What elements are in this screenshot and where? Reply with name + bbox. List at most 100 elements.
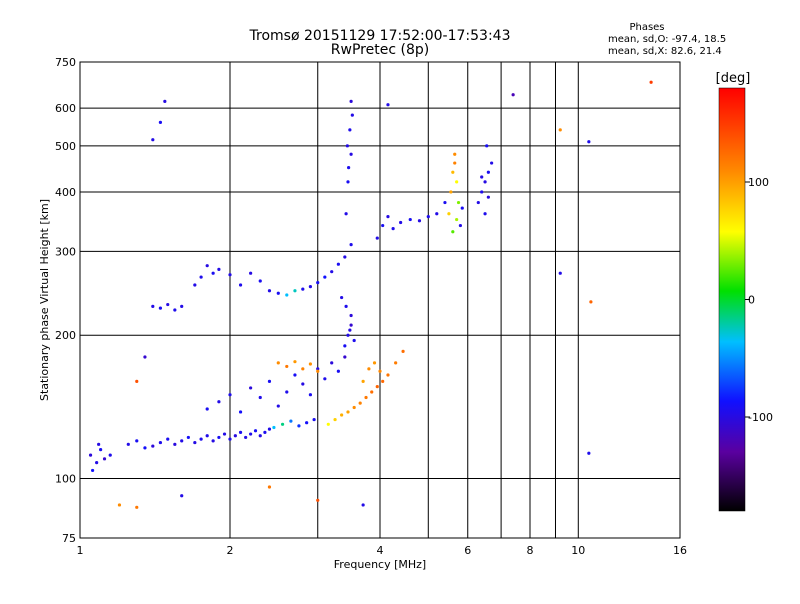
data-point — [238, 410, 243, 414]
data-point — [305, 421, 309, 425]
data-point — [316, 367, 320, 371]
data-point — [253, 429, 258, 433]
plot-grid — [80, 62, 680, 538]
data-point — [211, 439, 215, 443]
data-point — [343, 355, 347, 359]
x-tick-label: 4 — [377, 544, 384, 557]
data-point — [276, 404, 280, 408]
data-point — [336, 262, 340, 266]
data-point — [205, 434, 209, 438]
data-point — [267, 289, 272, 293]
data-point — [480, 175, 484, 179]
data-point — [344, 304, 348, 308]
data-point — [258, 434, 262, 438]
data-point — [455, 180, 459, 184]
data-point — [349, 152, 353, 156]
data-point — [285, 390, 289, 394]
data-point — [333, 417, 337, 422]
data-point — [367, 367, 371, 371]
data-point — [316, 280, 320, 285]
data-point — [401, 349, 405, 353]
data-point — [158, 306, 163, 310]
data-point — [344, 212, 348, 216]
data-point — [451, 170, 455, 174]
data-point — [587, 451, 591, 455]
data-point — [451, 230, 455, 234]
colorbar-ticks: 100 0 -100 — [745, 176, 773, 424]
y-tick-label: 300 — [55, 245, 76, 258]
data-point — [276, 291, 280, 295]
data-point — [143, 355, 147, 359]
data-point — [378, 369, 382, 373]
data-point — [205, 264, 209, 268]
data-point — [173, 442, 177, 446]
data-point — [293, 289, 297, 293]
data-point — [238, 283, 243, 287]
data-point — [381, 223, 385, 228]
data-points — [88, 80, 653, 509]
data-point — [350, 113, 354, 117]
data-point — [249, 386, 253, 390]
data-point — [117, 503, 122, 507]
data-point — [293, 360, 297, 364]
data-point — [88, 453, 93, 457]
data-point — [316, 369, 320, 373]
data-point — [166, 302, 170, 307]
data-point — [301, 287, 305, 291]
data-point — [349, 99, 353, 103]
y-tick-label: 750 — [55, 56, 76, 69]
data-point — [272, 425, 276, 430]
x-tick-label: 16 — [673, 544, 687, 557]
data-point — [352, 338, 356, 343]
x-axis-label: Frequency [MHz] — [334, 558, 426, 571]
data-point — [391, 227, 395, 231]
colorbar-label: [deg] — [716, 71, 751, 86]
plot-frame — [79, 61, 681, 539]
data-point — [244, 435, 248, 440]
data-point — [476, 200, 480, 205]
y-tick-label: 75 — [62, 532, 76, 545]
data-point — [345, 144, 349, 148]
data-point — [135, 439, 139, 443]
data-point — [205, 407, 209, 411]
data-point — [483, 180, 487, 184]
data-point — [316, 498, 320, 502]
data-point — [228, 393, 232, 397]
x-axis: 1 2 4 6 8 10 16 — [77, 544, 688, 557]
chart-subtitle: RwPretec (8p) — [331, 42, 429, 58]
data-point — [449, 190, 453, 194]
data-point — [217, 400, 221, 404]
data-point — [258, 279, 262, 283]
colorbar: [deg] 100 0 -100 — [716, 71, 773, 512]
data-point — [263, 430, 267, 434]
data-point — [285, 293, 289, 297]
data-point — [217, 435, 221, 440]
data-point — [348, 128, 352, 132]
data-point — [483, 212, 487, 216]
data-point — [386, 373, 390, 377]
data-point — [301, 367, 305, 371]
data-point — [486, 195, 490, 199]
data-point — [163, 99, 167, 103]
data-point — [186, 435, 190, 440]
data-point — [447, 212, 451, 216]
data-point — [293, 373, 297, 377]
data-point — [228, 273, 232, 277]
data-point — [348, 328, 352, 332]
data-point — [258, 395, 262, 400]
data-point — [267, 427, 272, 431]
data-point — [143, 446, 147, 450]
data-point — [453, 152, 457, 156]
x-tick-label: 2 — [227, 544, 234, 557]
data-point — [126, 442, 130, 446]
colorbar-gradient — [718, 87, 746, 512]
chart-title: Tromsø 20151129 17:52:00-17:53:43 — [249, 28, 511, 44]
data-point — [649, 80, 653, 84]
data-point — [326, 422, 330, 426]
data-point — [173, 308, 177, 312]
data-point — [370, 390, 374, 394]
data-point — [308, 362, 313, 366]
data-point — [330, 270, 334, 274]
